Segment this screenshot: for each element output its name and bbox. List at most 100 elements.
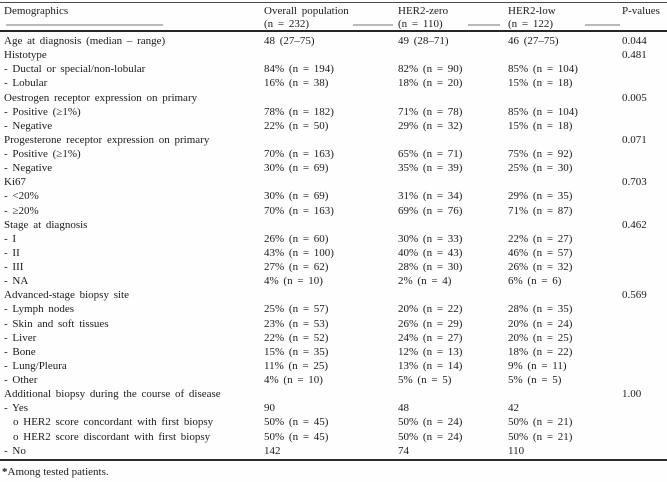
cell-p-value — [622, 119, 663, 133]
cell-her2-low: 85% (n = 104) — [508, 63, 578, 76]
cell-overall — [264, 288, 398, 302]
table-row: o HER2 score concordant with first biops… — [4, 415, 663, 429]
cell-p-value — [622, 401, 663, 415]
cell-her2-zero — [398, 387, 508, 401]
cell-her2-low: 18% (n = 22) — [508, 345, 573, 358]
column-header-her2-zero: HER2-zero (n = 110) — [398, 5, 508, 31]
column-header-overall-n: (n = 232) — [264, 18, 310, 30]
cell-p-value — [622, 246, 663, 260]
row-label: Additional biopsy during the course of d… — [4, 388, 221, 401]
cell-overall: 70% (n = 163) — [264, 204, 334, 217]
cell-overall: 4% (n = 10) — [264, 275, 323, 288]
cell-her2-zero: 35% (n = 39) — [398, 162, 463, 175]
table-row: Histotype 0.481 — [4, 48, 663, 62]
table-row: - Lobular 16% (n = 38) 18% (n = 20) 15% (n … — [4, 76, 663, 90]
row-label: - Lung/Pleura — [4, 359, 67, 372]
table-row: - I 26% (n = 60) 30% (n = 33) 22% (n = 27) — [4, 232, 663, 246]
column-header-demographics: Demographics — [4, 5, 69, 17]
cell-her2-low — [508, 175, 622, 189]
cell-p-value — [622, 359, 663, 373]
cell-overall: 30% (n = 69) — [264, 190, 329, 203]
table-row: - II 43% (n = 100) 40% (n = 43) 46% (n = 57… — [4, 246, 663, 260]
cell-her2-zero: 48 — [398, 402, 409, 415]
cell-her2-zero: 28% (n = 30) — [398, 261, 463, 273]
cell-overall: 70% (n = 163) — [264, 148, 334, 160]
cell-p-value — [622, 105, 663, 119]
cell-p-value: 1.00 — [622, 388, 642, 401]
scan-artifact-line — [468, 24, 500, 26]
row-label: Ki67 — [4, 176, 26, 189]
scan-artifact-line — [6, 24, 163, 26]
cell-her2-low: 46 (27–75) — [508, 35, 559, 47]
cell-p-value: 0.044 — [622, 35, 647, 47]
cell-her2-zero: 29% (n = 32) — [398, 119, 463, 132]
row-label: - II — [4, 246, 20, 259]
table-row: - <20% 30% (n = 69) 31% (n = 34) 29% (n = 3… — [4, 189, 663, 203]
row-label: - <20% — [4, 190, 39, 203]
cell-p-value — [622, 373, 663, 387]
row-label: - Yes — [4, 402, 29, 415]
cell-overall: 30% (n = 69) — [264, 162, 329, 175]
cell-her2-low: 85% (n = 104) — [508, 105, 578, 118]
table-row: o HER2 score discordant with first biops… — [4, 430, 663, 444]
column-header-overall-title: Overall population — [264, 5, 349, 17]
cell-p-value — [622, 274, 663, 288]
cell-p-value — [622, 331, 663, 345]
table-row: Age at diagnosis (median – range) 48 (27–… — [4, 34, 663, 48]
column-header-her2-low: HER2-low (n = 122) — [508, 5, 622, 31]
row-label: - ≥20% — [4, 204, 39, 217]
cell-her2-low: 42 — [508, 402, 519, 415]
cell-overall: 27% (n = 62) — [264, 261, 329, 273]
table-row: - Ductal or special/non-lobular 84% (n = … — [4, 62, 663, 76]
table-row: Stage at diagnosis 0.462 — [4, 218, 663, 232]
cell-her2-low: 22% (n = 27) — [508, 232, 573, 245]
cell-overall: 50% (n = 45) — [264, 416, 329, 429]
cell-overall: 26% (n = 60) — [264, 232, 329, 245]
scan-artifact-line — [585, 24, 620, 26]
cell-overall: 78% (n = 182) — [264, 105, 334, 118]
table-row: - Liver 22% (n = 52) 24% (n = 27) 20% (n = … — [4, 331, 663, 345]
cell-her2-zero — [398, 218, 508, 232]
cell-her2-low: 50% (n = 21) — [508, 416, 573, 429]
table-row: Progesterone receptor expression on prim… — [4, 133, 663, 147]
table-row: - Lymph nodes 25% (n = 57) 20% (n = 22) 28%… — [4, 302, 663, 316]
cell-overall — [264, 48, 398, 62]
cell-her2-zero: 24% (n = 27) — [398, 331, 463, 344]
cell-her2-low — [508, 91, 622, 105]
cell-her2-zero: 18% (n = 20) — [398, 77, 463, 90]
cell-overall: 90 — [264, 402, 275, 415]
cell-p-value — [622, 260, 663, 274]
cell-her2-low: 46% (n = 57) — [508, 246, 573, 259]
cell-p-value — [622, 317, 663, 331]
table-row: - Skin and soft tissues 23% (n = 53) 26% (… — [4, 317, 663, 331]
row-label: Stage at diagnosis — [4, 218, 88, 231]
row-label: Advanced-stage biopsy site — [4, 289, 129, 302]
cell-her2-zero — [398, 175, 508, 189]
row-label: Progesterone receptor expression on prim… — [4, 133, 210, 146]
cell-her2-low: 15% (n = 18) — [508, 77, 573, 90]
table-top-rule — [0, 2, 667, 3]
table-row: - Bone 15% (n = 35) 12% (n = 13) 18% (n = 2… — [4, 345, 663, 359]
row-label: - NA — [4, 275, 29, 288]
table-header-row: Demographics Overall population (n = 232… — [4, 5, 663, 31]
table-row: - No 142 74 110 — [4, 444, 663, 458]
row-label: - III — [4, 261, 24, 273]
table-row: Advanced-stage biopsy site 0.569 — [4, 288, 663, 302]
cell-overall: 23% (n = 53) — [264, 317, 329, 330]
cell-p-value — [622, 204, 663, 218]
row-label: - Lobular — [4, 77, 48, 90]
cell-overall: 4% (n = 10) — [264, 374, 323, 386]
cell-her2-low: 9% (n = 11) — [508, 359, 567, 372]
scan-artifact-line — [353, 24, 393, 26]
cell-p-value: 0.703 — [622, 176, 647, 189]
table-row: - Negative 30% (n = 69) 35% (n = 39) 25% (n… — [4, 161, 663, 175]
row-label: - Skin and soft tissues — [4, 317, 109, 330]
row-label: - Negative — [4, 162, 53, 175]
cell-p-value: 0.569 — [622, 289, 647, 302]
cell-overall — [264, 91, 398, 105]
cell-her2-zero: 12% (n = 13) — [398, 345, 463, 358]
cell-her2-zero: 30% (n = 33) — [398, 232, 463, 245]
row-label: - Lymph nodes — [4, 303, 74, 316]
row-label: - Positive (≥1%) — [4, 105, 81, 118]
